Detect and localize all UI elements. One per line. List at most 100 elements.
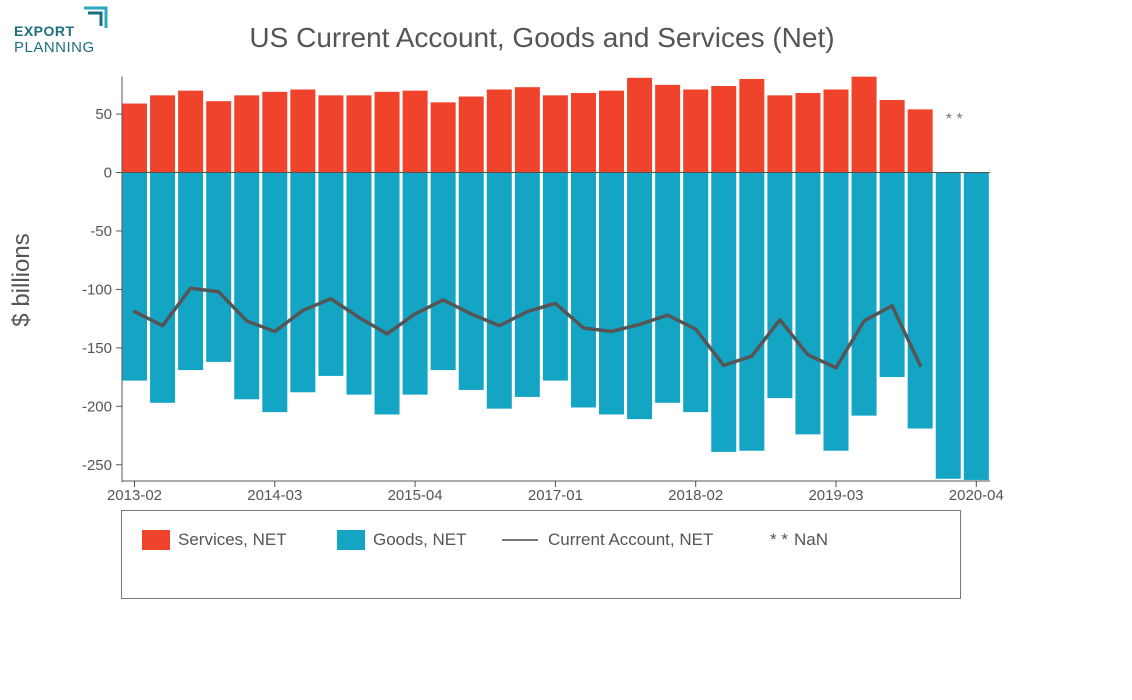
goods-bar — [627, 172, 653, 420]
goods-bar — [122, 172, 147, 381]
services-bar — [346, 95, 372, 173]
goods-bar — [907, 172, 933, 429]
services-bar — [599, 90, 625, 173]
goods-bar — [178, 172, 204, 371]
goods-bar — [234, 172, 260, 400]
legend-item-current-account: Current Account, NET — [502, 529, 713, 551]
current-account-line-layer — [132, 286, 922, 370]
x-tick-label: 2015-04 — [388, 487, 443, 504]
legend-label-nan: NaN — [793, 530, 828, 549]
services-bar — [655, 84, 681, 173]
goods-bar — [318, 172, 344, 376]
goods-bar — [206, 172, 232, 362]
goods-bar — [262, 172, 288, 413]
legend-item-nan: * * NaN — [770, 529, 828, 551]
services-bar — [318, 95, 344, 173]
goods-bar — [851, 172, 877, 416]
x-tick-label: 2017-01 — [528, 487, 583, 504]
services-bar — [767, 95, 793, 173]
chart-plot: 50 0 -50 -100 -150 -200 -250 2013-02 2014-03 2015… — [82, 76, 1004, 504]
y-tick-label: 50 — [95, 106, 112, 123]
goods-bar — [570, 172, 596, 408]
x-tick-label: 2014-03 — [247, 487, 302, 504]
services-bar — [542, 95, 568, 173]
goods-bar — [514, 172, 540, 397]
services-bar — [514, 87, 540, 173]
logo-text-export: EXPORT — [14, 23, 75, 39]
services-bar — [234, 95, 260, 173]
goods-bar — [430, 172, 456, 371]
services-bar — [206, 101, 232, 173]
legend-swatch-current-account — [502, 539, 538, 541]
services-bar — [150, 95, 176, 173]
legend-item-goods: Goods, NET — [337, 529, 467, 551]
services-bar — [683, 89, 709, 173]
services-bar — [374, 91, 400, 173]
services-bar — [290, 89, 316, 173]
goods-bars — [122, 172, 989, 480]
goods-bar — [486, 172, 512, 409]
x-tick-label: 2020-04 — [949, 487, 1004, 504]
services-bar — [879, 100, 905, 173]
goods-bar — [599, 172, 625, 415]
legend-swatch-goods — [337, 530, 365, 550]
chart-legend: Services, NET Goods, NET Current Account… — [121, 510, 961, 599]
x-tick-label: 2019-03 — [808, 487, 863, 504]
export-planning-logo: EXPORT PLANNING — [14, 6, 114, 60]
services-bar — [122, 103, 147, 173]
chart-axes: 50 0 -50 -100 -150 -200 -250 2013-02 2014-03 2015… — [82, 76, 1004, 504]
goods-bar — [290, 172, 316, 393]
nan-marker-text: * * — [946, 111, 963, 128]
y-tick-label: 0 — [104, 165, 112, 182]
legend-label-services: Services, NET — [178, 530, 287, 549]
services-bar — [402, 90, 428, 173]
y-tick-label: -150 — [82, 340, 112, 357]
goods-bar — [739, 172, 765, 451]
services-bar — [739, 78, 765, 173]
services-bar — [178, 90, 204, 173]
y-tick-label: -250 — [82, 457, 112, 474]
services-bars — [122, 76, 933, 173]
services-bar — [627, 77, 653, 173]
goods-bar — [879, 172, 905, 378]
logo-text-planning: PLANNING — [14, 39, 95, 56]
current-account-line — [132, 286, 922, 370]
goods-bar — [823, 172, 849, 451]
legend-label-goods: Goods, NET — [373, 530, 467, 549]
services-bar — [851, 76, 877, 173]
goods-bar — [150, 172, 176, 403]
goods-bar — [935, 172, 961, 479]
services-bar — [711, 85, 737, 173]
y-tick-label: -50 — [90, 223, 112, 240]
services-bar — [823, 89, 849, 173]
goods-bar — [402, 172, 428, 395]
legend-swatch-services — [142, 530, 170, 550]
services-bar — [458, 96, 484, 173]
goods-bar — [711, 172, 737, 452]
goods-bar — [542, 172, 568, 381]
services-bar — [430, 102, 456, 173]
chart-title: US Current Account, Goods and Services (… — [249, 22, 835, 53]
services-bar — [486, 89, 512, 173]
goods-bar — [683, 172, 709, 413]
goods-bar — [767, 172, 793, 399]
services-bar — [262, 91, 288, 173]
logo-mark-icon — [84, 6, 108, 28]
services-bar — [795, 93, 821, 173]
goods-bar — [795, 172, 821, 435]
goods-bar — [346, 172, 372, 395]
services-bar — [570, 93, 596, 173]
legend-item-services: Services, NET — [142, 529, 287, 551]
y-tick-label: -200 — [82, 398, 112, 415]
x-tick-label: 2018-02 — [668, 487, 723, 504]
services-bar — [907, 109, 933, 173]
goods-bar — [458, 172, 484, 390]
goods-bar — [963, 172, 989, 480]
legend-label-current-account: Current Account, NET — [548, 530, 714, 549]
y-tick-label: -100 — [82, 281, 112, 298]
x-tick-label: 2013-02 — [107, 487, 162, 504]
goods-bar — [655, 172, 681, 403]
nan-markers: * * — [946, 111, 963, 128]
legend-nan-marker: * * — [770, 530, 788, 549]
goods-bar — [374, 172, 400, 415]
